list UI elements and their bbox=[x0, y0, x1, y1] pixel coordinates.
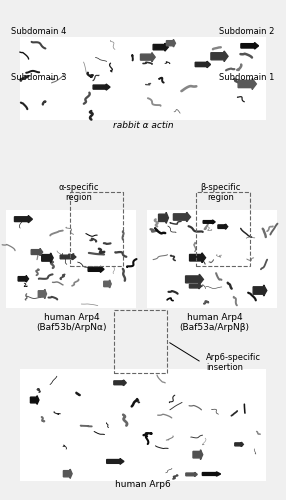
FancyArrow shape bbox=[218, 224, 228, 230]
FancyArrow shape bbox=[173, 212, 190, 222]
Bar bbox=[20, 368, 266, 481]
Text: Subdomain 1: Subdomain 1 bbox=[219, 73, 275, 82]
FancyArrow shape bbox=[186, 472, 197, 476]
FancyArrow shape bbox=[60, 254, 76, 260]
FancyArrow shape bbox=[241, 42, 259, 49]
FancyArrow shape bbox=[153, 43, 168, 51]
Bar bbox=[20, 38, 266, 120]
FancyArrow shape bbox=[140, 52, 155, 62]
Text: Arp6-specific
insertion: Arp6-specific insertion bbox=[206, 353, 261, 372]
FancyArrow shape bbox=[203, 220, 215, 224]
Text: human Arp6: human Arp6 bbox=[115, 480, 171, 489]
FancyArrow shape bbox=[195, 61, 210, 68]
Bar bbox=[147, 210, 277, 308]
Text: α-specific
region: α-specific region bbox=[58, 183, 99, 203]
FancyArrow shape bbox=[93, 84, 110, 90]
FancyArrow shape bbox=[238, 78, 256, 90]
Text: Subdomain 3: Subdomain 3 bbox=[11, 73, 67, 82]
Bar bbox=[114, 310, 167, 372]
Bar bbox=[6, 210, 136, 308]
FancyArrow shape bbox=[202, 472, 221, 476]
FancyArrow shape bbox=[63, 469, 72, 478]
FancyArrow shape bbox=[38, 289, 47, 298]
FancyArrow shape bbox=[18, 276, 29, 282]
FancyArrow shape bbox=[104, 280, 111, 288]
Bar bbox=[70, 192, 123, 266]
Text: Subdomain 2: Subdomain 2 bbox=[219, 26, 275, 36]
FancyArrow shape bbox=[186, 274, 203, 284]
FancyArrow shape bbox=[158, 212, 168, 224]
FancyArrow shape bbox=[235, 442, 243, 446]
FancyArrow shape bbox=[193, 450, 203, 460]
Text: β-specific
region: β-specific region bbox=[200, 183, 241, 203]
Bar bbox=[196, 192, 250, 266]
Text: Subdomain 4: Subdomain 4 bbox=[11, 26, 67, 36]
FancyArrow shape bbox=[114, 380, 126, 386]
Text: rabbit α actin: rabbit α actin bbox=[113, 121, 173, 130]
FancyArrow shape bbox=[42, 253, 53, 263]
FancyArrow shape bbox=[190, 253, 206, 262]
FancyArrow shape bbox=[211, 51, 228, 62]
FancyArrow shape bbox=[189, 284, 202, 289]
FancyArrow shape bbox=[31, 248, 43, 256]
FancyArrow shape bbox=[30, 396, 39, 404]
FancyArrow shape bbox=[253, 285, 267, 296]
FancyArrow shape bbox=[15, 216, 32, 223]
FancyArrow shape bbox=[107, 458, 124, 464]
Text: human Arp4
(Baf53b/ArpNα): human Arp4 (Baf53b/ArpNα) bbox=[36, 312, 107, 332]
FancyArrow shape bbox=[166, 40, 175, 47]
FancyArrow shape bbox=[88, 266, 104, 272]
Text: human Arp4
(Baf53a/ArpNβ): human Arp4 (Baf53a/ArpNβ) bbox=[180, 312, 249, 332]
